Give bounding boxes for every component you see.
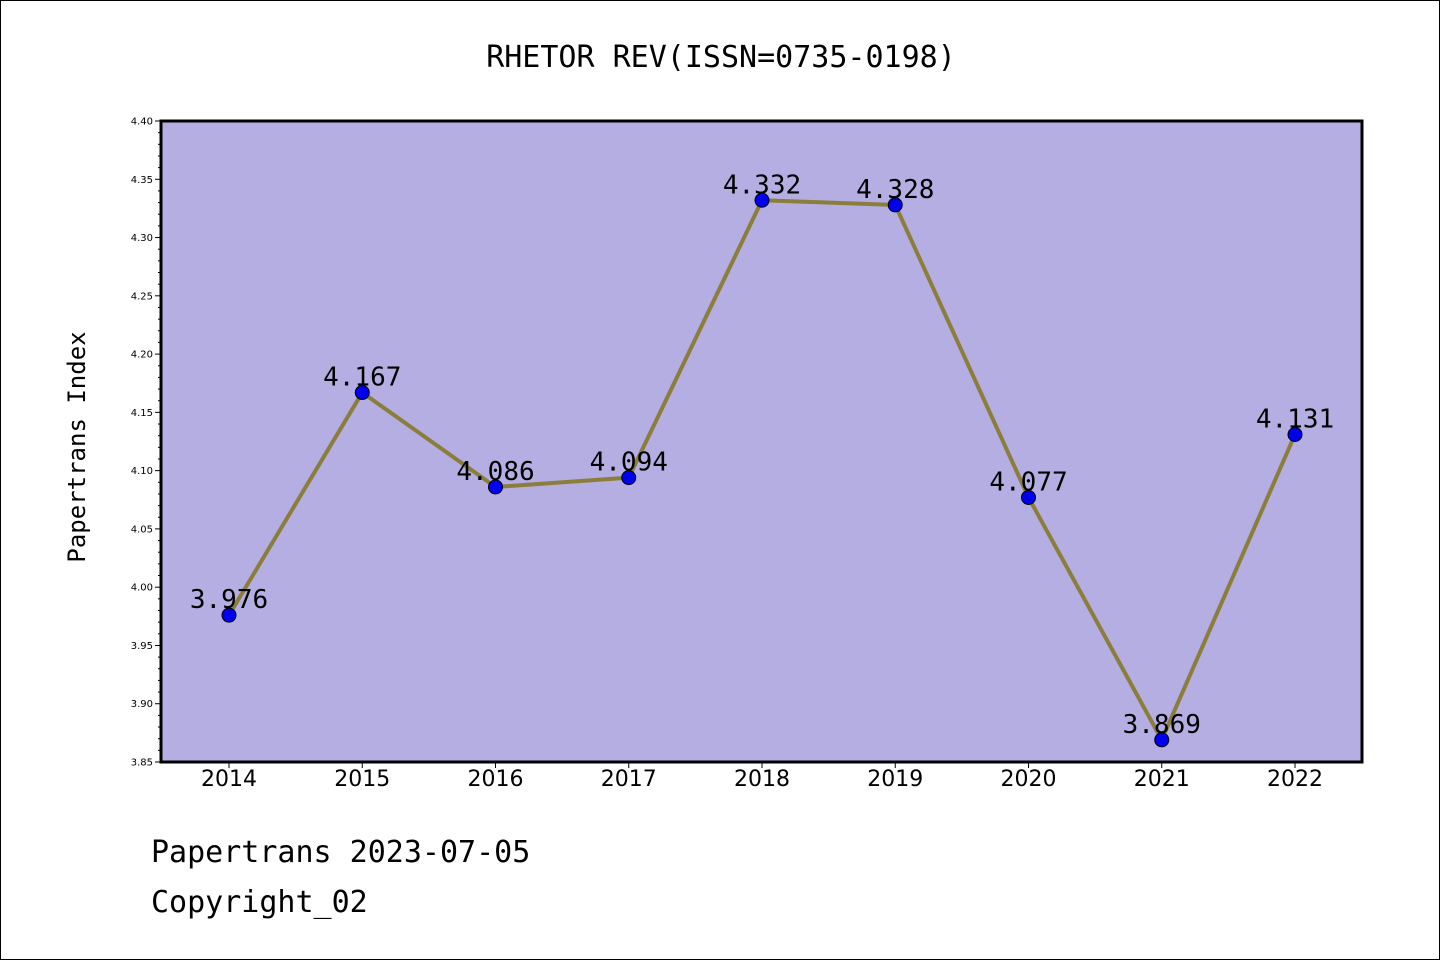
y-tick-label: 4.40 <box>131 117 153 128</box>
y-tick-label: 4.30 <box>131 233 153 244</box>
y-tick-label: 3.90 <box>131 699 153 710</box>
y-axis-label: Papertrans Index <box>63 331 91 562</box>
footer-date: Papertrans 2023-07-05 <box>151 835 531 870</box>
y-tick-label: 4.35 <box>131 175 153 186</box>
data-labels: 3.976 4.167 4.086 4.094 4.332 4.328 4.077 3.869… <box>190 170 1334 740</box>
data-label: 4.332 <box>723 170 801 200</box>
data-label: 4.086 <box>456 457 534 487</box>
plot-area <box>159 119 1364 764</box>
chart-title: RHETOR REV(ISSN=0735-0198) <box>486 40 956 75</box>
x-tick-label: 2015 <box>334 767 390 792</box>
y-axis-ticks: 3.85 3.90 3.95 4.00 4.05 4.10 4.15 4.20 4.25 4.30… <box>131 117 161 769</box>
y-tick-label: 3.95 <box>131 641 153 652</box>
data-point <box>754 192 770 208</box>
data-label: 4.077 <box>989 467 1067 497</box>
x-tick-label: 2016 <box>468 767 524 792</box>
data-point <box>354 385 370 401</box>
data-point <box>887 197 903 213</box>
data-point <box>1154 732 1170 748</box>
y-tick-label: 4.15 <box>131 408 153 419</box>
data-point <box>621 470 637 486</box>
data-label: 3.869 <box>1123 710 1201 740</box>
y-tick-label: 4.20 <box>131 350 153 361</box>
data-point <box>488 479 503 495</box>
x-tick-label: 2021 <box>1134 767 1190 792</box>
x-tick-label: 2014 <box>201 767 257 792</box>
x-tick-label: 2019 <box>867 767 923 792</box>
x-tick-label: 2022 <box>1267 767 1323 792</box>
data-point <box>1021 489 1036 505</box>
x-tick-label: 2018 <box>734 767 790 792</box>
y-tick-label: 4.05 <box>131 524 153 535</box>
y-tick-label: 4.25 <box>131 291 153 302</box>
x-tick-label: 2020 <box>1001 767 1057 792</box>
y-tick-label: 4.00 <box>131 583 153 594</box>
data-label: 4.167 <box>323 363 401 393</box>
data-label: 4.131 <box>1256 405 1334 435</box>
y-tick-label: 4.10 <box>131 466 153 477</box>
data-label: 4.094 <box>590 448 668 478</box>
y-tick-label: 3.85 <box>131 758 153 769</box>
data-point <box>221 607 237 623</box>
x-axis-ticks: 2014 2015 2016 2017 2018 2019 2020 2021 2022 <box>201 762 1323 792</box>
footer-copyright: Copyright_02 <box>151 885 368 920</box>
series-index <box>221 192 1303 748</box>
x-tick-label: 2017 <box>601 767 657 792</box>
data-point <box>1287 427 1303 443</box>
data-label: 4.328 <box>856 175 934 205</box>
data-label: 3.976 <box>190 585 268 615</box>
